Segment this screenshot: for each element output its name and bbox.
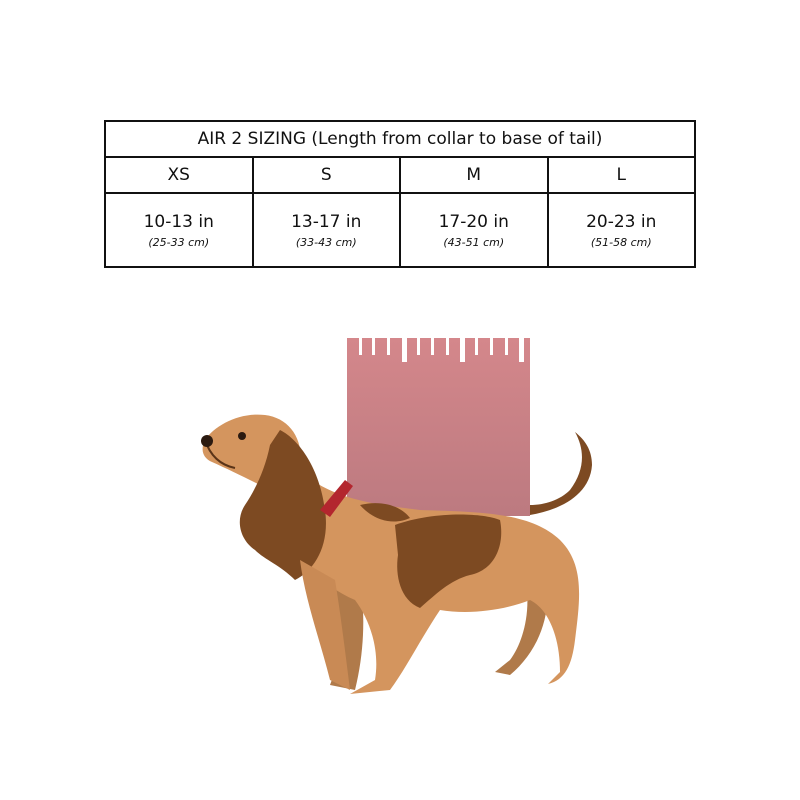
ruler-notch: [417, 338, 420, 355]
table-title: AIR 2 SIZING (Length from collar to base…: [104, 120, 696, 158]
size-xs: XS: [104, 156, 254, 194]
ruler-notch: [475, 338, 478, 355]
inches: 10-13 in: [143, 211, 214, 232]
cm: (43-51 cm): [443, 235, 505, 249]
dog: [201, 414, 592, 694]
cm: (33-43 cm): [295, 235, 357, 249]
cm: (25-33 cm): [148, 235, 210, 249]
size-s: S: [251, 156, 401, 194]
ruler-notch: [460, 338, 465, 362]
ruler-notch: [446, 338, 449, 355]
range-m: 17-20 in (43-51 cm): [399, 192, 549, 268]
inches: 20-23 in: [586, 211, 657, 232]
size-m: M: [399, 156, 549, 194]
ruler-notch: [505, 338, 508, 355]
size-l: L: [546, 156, 696, 194]
cm: (51-58 cm): [590, 235, 652, 249]
ruler-notch: [402, 338, 407, 362]
ruler-notch: [431, 338, 434, 355]
ruler-notch: [372, 338, 375, 355]
range-l: 20-23 in (51-58 cm): [546, 192, 696, 268]
ruler-notch: [490, 338, 493, 355]
sizing-table: AIR 2 SIZING (Length from collar to base…: [104, 120, 696, 268]
ruler-notch: [519, 338, 524, 362]
range-s: 13-17 in (33-43 cm): [251, 192, 401, 268]
ruler: [347, 338, 530, 516]
inches: 17-20 in: [438, 211, 509, 232]
range-xs: 10-13 in (25-33 cm): [104, 192, 254, 268]
ruler-notch: [359, 338, 362, 355]
ruler-notch: [387, 338, 390, 355]
inches: 13-17 in: [291, 211, 362, 232]
